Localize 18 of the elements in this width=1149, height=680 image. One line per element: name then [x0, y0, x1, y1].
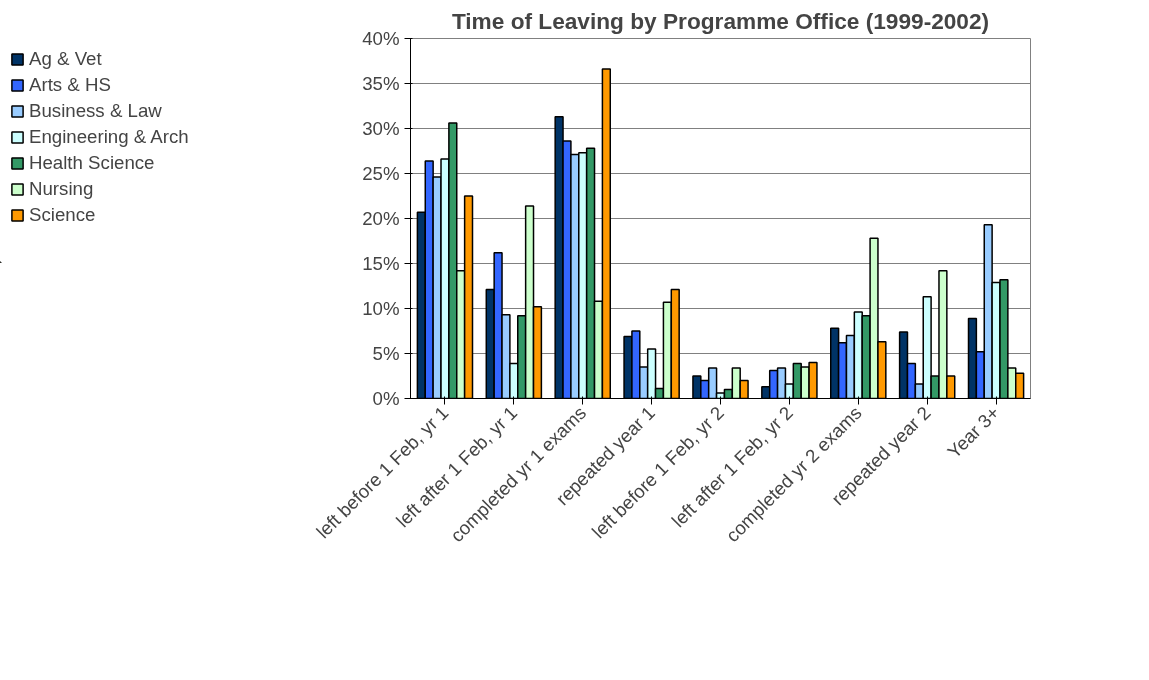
- y-tick-label: 20%: [362, 208, 400, 229]
- y-tick-label: 10%: [362, 298, 400, 319]
- y-tick-label: 35%: [362, 73, 400, 94]
- legend-label: Health Science: [29, 152, 155, 174]
- y-tick-label: 5%: [372, 343, 400, 364]
- x-tick-label: Year 3+: [943, 402, 1004, 463]
- chart-title: Time of Leaving by Programme Office (1999-2002): [451, 7, 990, 34]
- legend-label: Engineering & Arch: [29, 126, 189, 148]
- legend-label: Nursing: [29, 178, 94, 200]
- legend-label: Ag & Vet: [29, 48, 102, 70]
- y-tick-label: 30%: [362, 118, 400, 139]
- legend-label: Business & Law: [29, 100, 162, 122]
- y-tick-label: 40%: [362, 28, 400, 49]
- y-tick-label: 15%: [362, 253, 400, 274]
- y-tick-label: 0%: [372, 388, 400, 409]
- y-tick-label: 25%: [362, 163, 400, 184]
- legend-label: Arts & HS: [29, 74, 111, 96]
- legend-label: Science: [29, 204, 96, 226]
